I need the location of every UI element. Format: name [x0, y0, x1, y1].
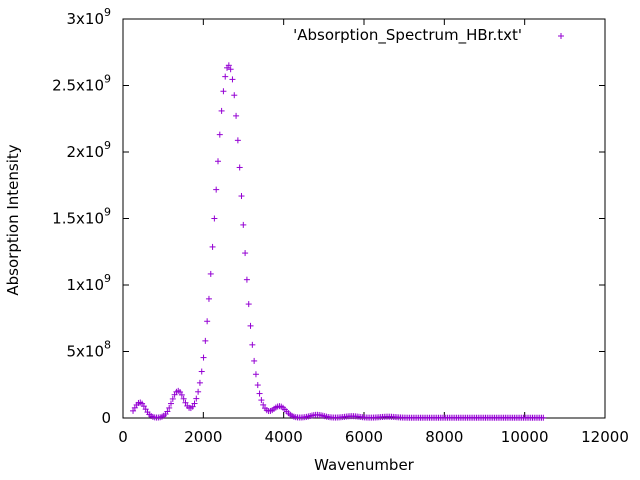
data-point [216, 131, 223, 138]
data-point [231, 92, 238, 99]
x-tick-label: 0 [118, 428, 128, 446]
data-point [258, 397, 265, 404]
data-point [249, 341, 256, 348]
data-point [234, 137, 241, 144]
x-tick-label: 10000 [501, 428, 549, 446]
y-tick-label: 5x108 [66, 339, 111, 361]
data-point [238, 193, 245, 200]
data-point [164, 408, 171, 415]
data-point [140, 403, 147, 410]
data-point [233, 112, 240, 119]
legend-series-label: 'Absorption_Spectrum_HBr.txt' [293, 26, 522, 45]
data-point [193, 395, 200, 402]
data-point [169, 395, 176, 402]
data-point [220, 88, 227, 95]
data-point [198, 368, 205, 375]
data-point [540, 414, 547, 421]
x-tick-label: 8000 [425, 428, 463, 446]
legend-marker [558, 33, 564, 39]
y-tick-label: 3x109 [66, 6, 111, 28]
data-point [207, 270, 214, 277]
data-point [166, 404, 173, 411]
data-points [130, 62, 547, 421]
data-point [252, 371, 259, 378]
y-axis-ticks: 0 5x108 1x109 1.5x109 2x109 2.5x109 3x109 [52, 6, 605, 427]
data-point [178, 391, 185, 398]
data-point [240, 221, 247, 228]
data-point [222, 73, 229, 80]
legend: 'Absorption_Spectrum_HBr.txt' [293, 26, 564, 45]
x-tick-label: 2000 [184, 428, 222, 446]
data-point [256, 390, 263, 397]
data-point [247, 322, 254, 329]
data-point [189, 403, 196, 410]
data-point [260, 401, 267, 408]
data-point [180, 395, 187, 402]
x-tick-label: 6000 [345, 428, 383, 446]
x-tick-label: 12000 [581, 428, 629, 446]
data-point [191, 400, 198, 407]
data-point [242, 250, 249, 257]
data-point [214, 158, 221, 165]
data-point [251, 357, 258, 364]
data-point [205, 295, 212, 302]
y-tick-label: 2x109 [66, 139, 111, 161]
data-point [130, 407, 137, 414]
data-point [243, 276, 250, 283]
data-point [204, 318, 211, 325]
data-point [202, 337, 209, 344]
data-point [182, 399, 189, 406]
x-axis-ticks: 0 2000 4000 6000 8000 10000 12000 [118, 19, 629, 446]
y-tick-label: 1x109 [66, 272, 111, 294]
data-point [227, 66, 234, 73]
x-axis-title: Wavenumber [314, 456, 415, 474]
y-tick-label: 0 [101, 409, 111, 427]
data-point [167, 400, 174, 407]
data-point [196, 379, 203, 386]
data-point [213, 186, 220, 193]
data-point [200, 354, 207, 361]
data-point [225, 62, 232, 69]
data-point [236, 164, 243, 171]
x-tick-label: 4000 [265, 428, 303, 446]
data-point [218, 107, 225, 114]
data-point [211, 215, 218, 222]
data-point [254, 382, 261, 389]
plot-frame [122, 18, 606, 419]
data-point [229, 76, 236, 83]
y-tick-label: 1.5x109 [52, 206, 111, 228]
legend-marker-glyph [558, 33, 564, 39]
data-point [245, 301, 252, 308]
y-tick-label: 2.5x109 [52, 73, 111, 95]
y-axis-title: Absorption Intensity [4, 144, 22, 295]
data-point [195, 388, 202, 395]
data-point [209, 243, 216, 250]
